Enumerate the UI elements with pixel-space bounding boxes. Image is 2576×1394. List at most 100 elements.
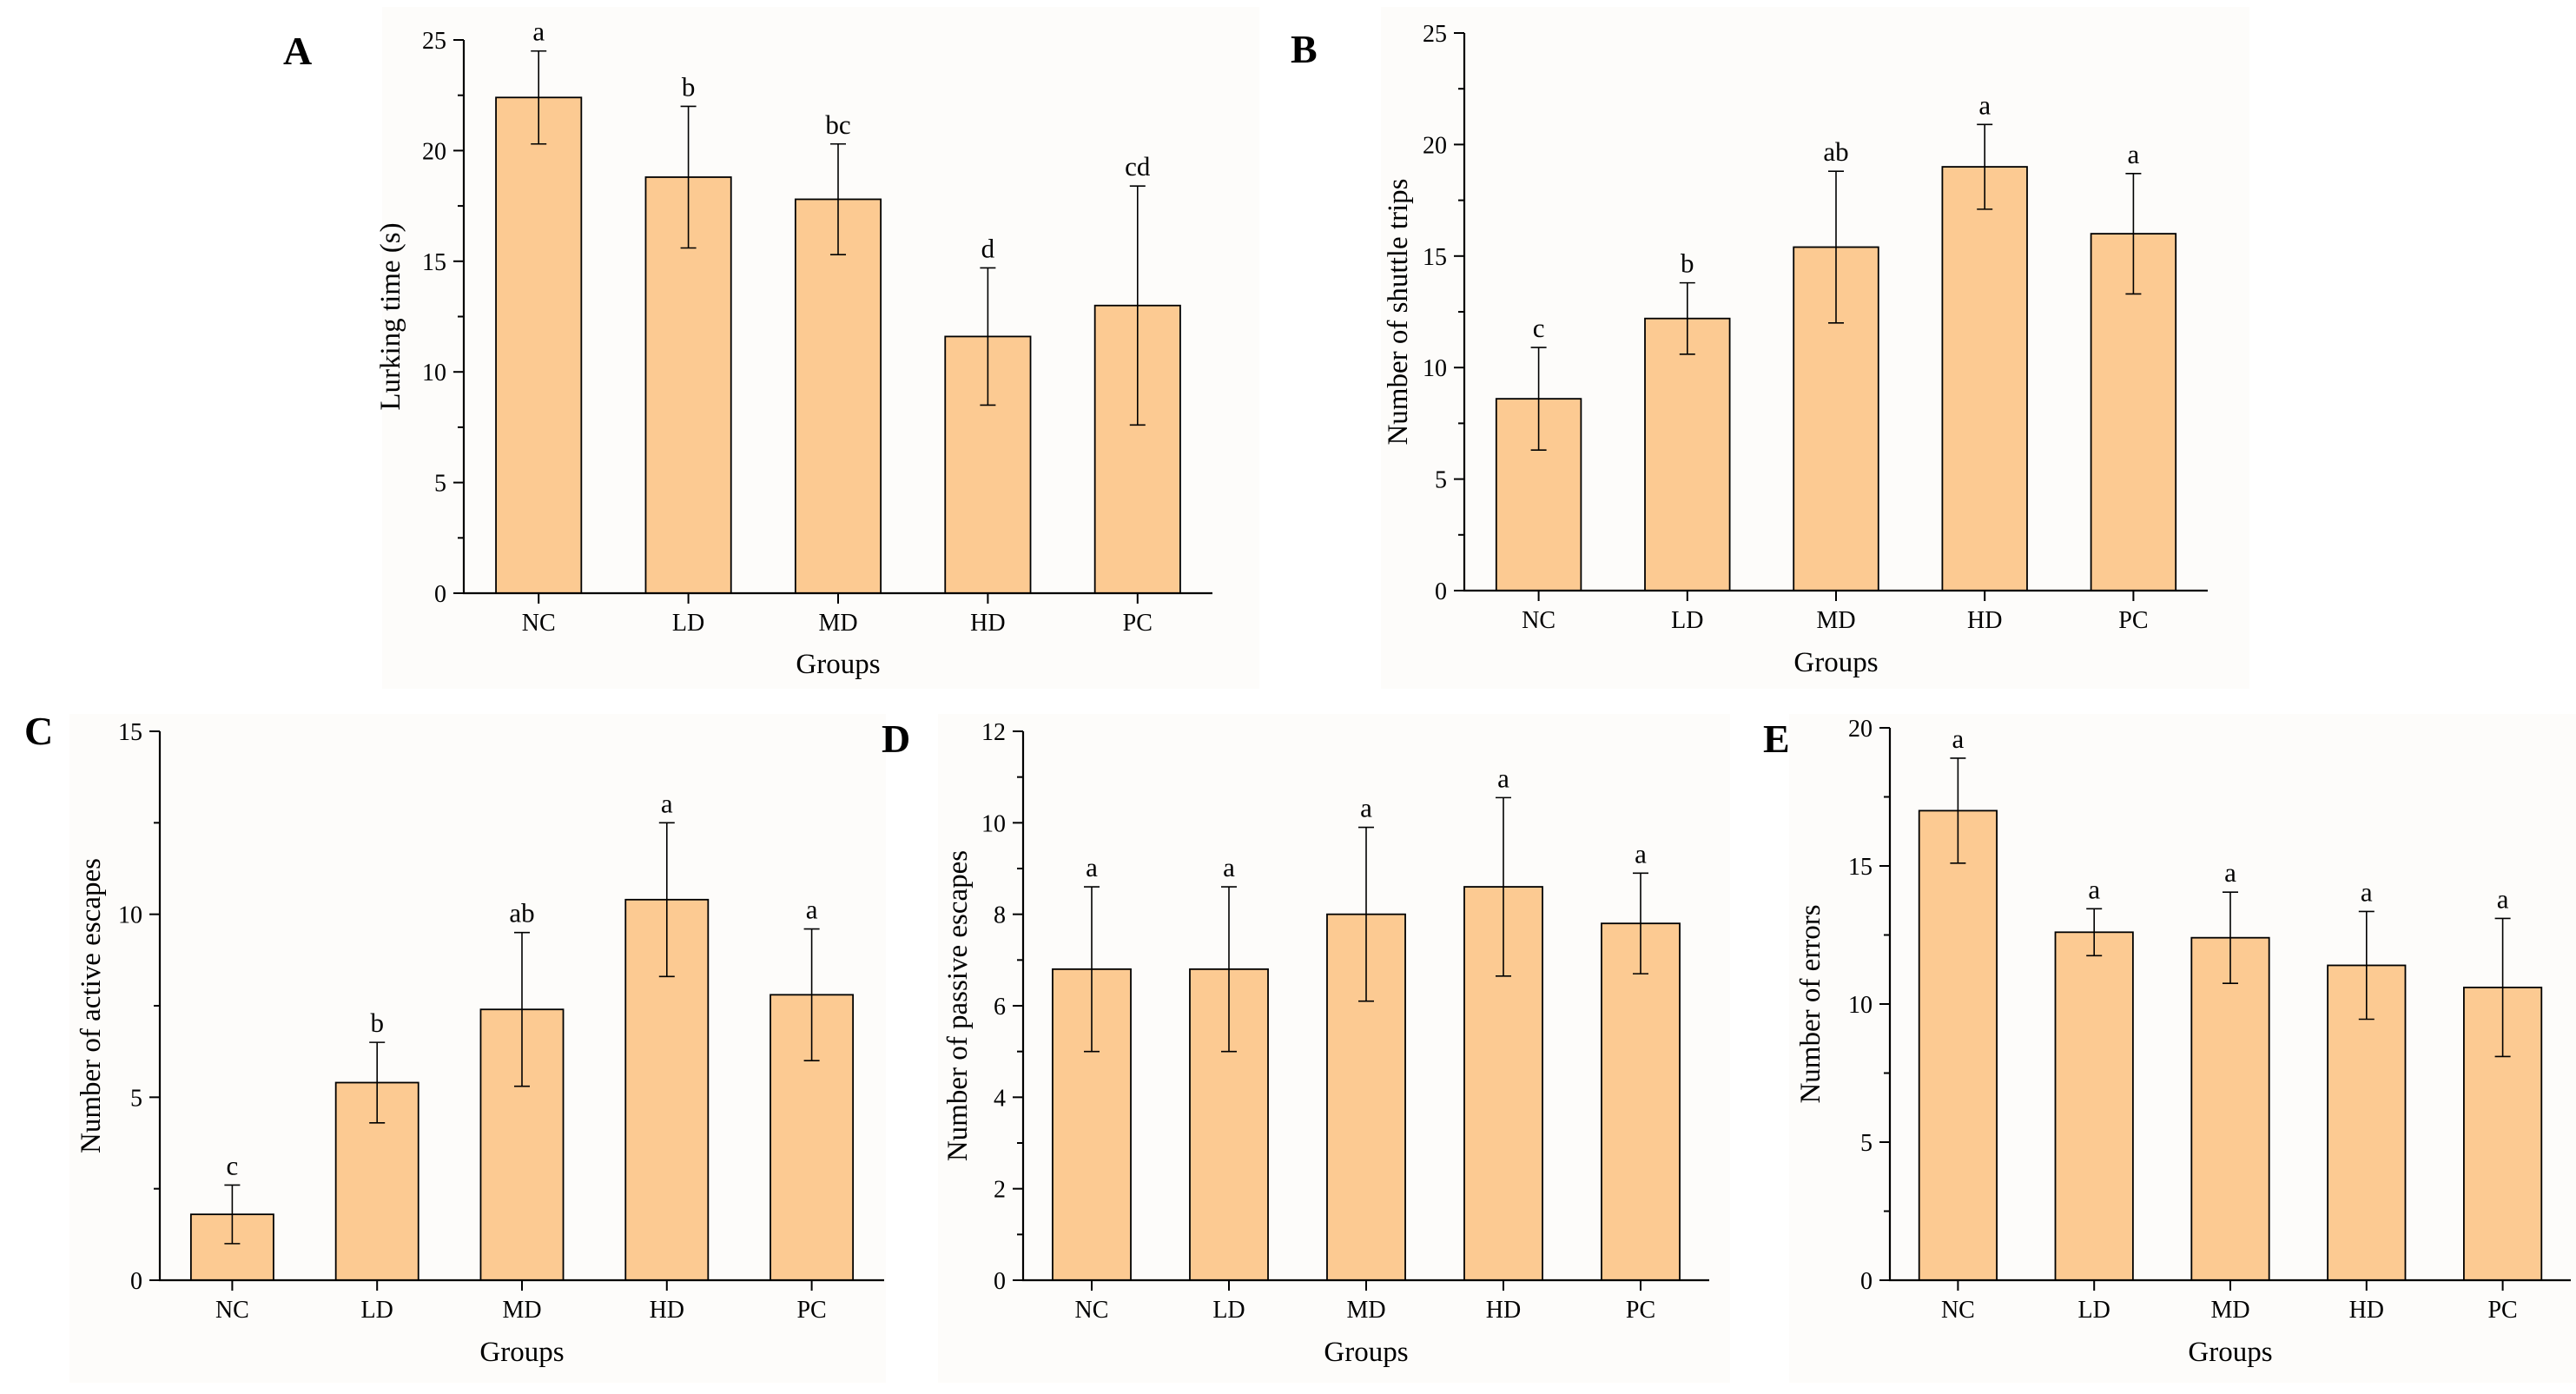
panel-a-error-bar-md bbox=[830, 142, 846, 255]
panel-e-y-tick-label: 15 bbox=[1848, 854, 1873, 881]
panel-b-error-bar-nc bbox=[1530, 347, 1547, 452]
panel-d-y-tick-label: 4 bbox=[994, 1085, 1006, 1112]
panel-a-bar-md bbox=[794, 198, 882, 594]
panel-a-y-tick-label: 20 bbox=[422, 138, 446, 165]
panel-d-y-tick-label: 8 bbox=[994, 902, 1006, 929]
panel-a-y-axis-title: Lurking time (s) bbox=[375, 222, 406, 410]
panel-d-x-axis-title: Groups bbox=[1324, 1337, 1408, 1368]
panel-b-significance-md: ab bbox=[1823, 136, 1848, 167]
panel-e-x-tick-label: LD bbox=[2078, 1297, 2110, 1324]
panel-c-significance-nc: c bbox=[227, 1150, 239, 1180]
panel-d-axes bbox=[1021, 731, 1709, 1282]
panel-d-letter: D bbox=[882, 717, 910, 761]
panel-a-letter: A bbox=[283, 29, 312, 73]
panel-b-x-tick-label: MD bbox=[1816, 607, 1855, 634]
panel-e-bar-ld bbox=[2054, 931, 2134, 1281]
panel-e-significance-nc: a bbox=[1952, 723, 1965, 754]
panel-b-y-tick-label: 20 bbox=[1423, 132, 1447, 159]
panel-a-error-bar-pc bbox=[1129, 185, 1146, 426]
panel-d-x-tick-label: PC bbox=[1626, 1297, 1655, 1324]
panel-e-y-tick-label: 0 bbox=[1860, 1268, 1873, 1295]
panel-c-y-axis-title: Number of active escapes bbox=[76, 858, 107, 1153]
panel-b-x-tick-label: LD bbox=[1671, 607, 1703, 634]
panel-b-bar-hd bbox=[1941, 166, 2028, 591]
panel-e-x-tick-label: MD bbox=[2210, 1297, 2249, 1324]
panel-a-significance-nc: a bbox=[532, 17, 545, 47]
panel-d-y-tick-label: 0 bbox=[994, 1268, 1006, 1295]
panel-a-x-tick-label: HD bbox=[970, 610, 1005, 637]
panel-b-bar-ld bbox=[1644, 317, 1731, 591]
panel-c-y-tick-label: 5 bbox=[130, 1085, 142, 1112]
panel-b-x-tick-label: PC bbox=[2118, 607, 2148, 634]
panel-e-y-tick-label: 20 bbox=[1848, 716, 1873, 743]
panel-b-y-tick-label: 0 bbox=[1435, 578, 1447, 605]
panel-d-significance-nc: a bbox=[1086, 852, 1098, 882]
panel-b: c NC b LD ab MD a HD a PC 0 5 10 15 20 25 Number of shut… bbox=[1291, 7, 2249, 689]
panel-c-axes bbox=[158, 731, 884, 1282]
panel-c-error-bar-ld bbox=[369, 1041, 386, 1124]
panel-a-axes bbox=[462, 40, 1212, 595]
panel-e-x-tick-label: HD bbox=[2349, 1297, 2384, 1324]
panel-e-y-axis-title: Number of errors bbox=[1795, 904, 1826, 1103]
panel-e-error-bar-hd bbox=[2358, 910, 2375, 1021]
panel-a-bar-nc bbox=[495, 96, 583, 594]
panel-e-axes bbox=[1888, 728, 2571, 1282]
panel-b-significance-ld: b bbox=[1681, 248, 1694, 279]
panel-d-bar-pc bbox=[1601, 922, 1681, 1281]
panel-e-error-bar-ld bbox=[2086, 908, 2103, 957]
panel-d-x-tick-label: MD bbox=[1346, 1297, 1385, 1324]
panel-b-letter: B bbox=[1291, 27, 1318, 71]
panel-b-y-tick-label: 5 bbox=[1435, 467, 1447, 494]
panel-e-error-bar-nc bbox=[1950, 757, 1966, 864]
panel-d: a NC a LD a MD a HD a PC 0 2 4 6 8 10 12 Number of passiv… bbox=[882, 714, 1730, 1383]
panel-e-letter: E bbox=[1763, 717, 1790, 761]
panel-e-significance-hd: a bbox=[2361, 876, 2373, 907]
panel-d-error-bar-pc bbox=[1633, 872, 1648, 974]
panel-a-error-bar-hd bbox=[980, 267, 996, 406]
panel-d-x-tick-label: NC bbox=[1075, 1297, 1109, 1324]
panel-a-significance-ld: b bbox=[682, 71, 696, 102]
panel-b-y-tick-label: 10 bbox=[1423, 355, 1447, 382]
panel-c-x-tick-label: MD bbox=[502, 1297, 541, 1324]
panel-c-error-bar-nc bbox=[224, 1184, 241, 1245]
panel-d-error-bar-md bbox=[1358, 826, 1374, 1002]
panel-b-y-tick-label: 15 bbox=[1423, 244, 1447, 271]
panel-e-background bbox=[1789, 714, 2576, 1383]
panel-a-y-tick-label: 0 bbox=[434, 581, 446, 608]
panel-e-x-tick-label: NC bbox=[1941, 1297, 1975, 1324]
panel-c-error-bar-pc bbox=[803, 928, 820, 1061]
panel-e-y-tick-label: 10 bbox=[1848, 992, 1873, 1019]
panel-d-significance-ld: a bbox=[1223, 852, 1235, 882]
panel-e-y-tick-label: 5 bbox=[1860, 1130, 1873, 1157]
panel-c-x-tick-label: HD bbox=[650, 1297, 684, 1324]
panel-b-x-tick-label: HD bbox=[1967, 607, 2002, 634]
panel-b-error-bar-pc bbox=[2125, 172, 2142, 295]
panel-a-significance-hd: d bbox=[981, 233, 995, 263]
panel-e-error-bar-md bbox=[2223, 891, 2238, 984]
panel-a-error-bar-ld bbox=[680, 105, 697, 249]
panel-c-error-bar-md bbox=[514, 931, 530, 1087]
panel-a-x-axis-title: Groups bbox=[796, 649, 880, 680]
panel-a-y-tick-label: 15 bbox=[422, 249, 446, 276]
panel-a-y-tick-label: 5 bbox=[434, 471, 446, 498]
panel-b-error-bar-ld bbox=[1679, 281, 1695, 355]
panel-c-x-tick-label: LD bbox=[361, 1297, 393, 1324]
panel-b-x-axis-title: Groups bbox=[1793, 647, 1878, 678]
panel-e: a NC a LD a MD a HD a PC 0 5 10 15 20 Number of errors G… bbox=[1763, 714, 2576, 1383]
panel-a-error-bar-nc bbox=[531, 50, 547, 145]
panel-b-significance-hd: a bbox=[1978, 89, 1991, 120]
panel-e-significance-md: a bbox=[2224, 857, 2236, 888]
panel-e-bar-md bbox=[2190, 936, 2270, 1281]
panel-c-y-tick-label: 0 bbox=[130, 1268, 142, 1295]
panel-b-axes bbox=[1463, 33, 2208, 592]
panel-d-significance-pc: a bbox=[1635, 838, 1647, 869]
panel-b-x-tick-label: NC bbox=[1522, 607, 1556, 634]
panel-c-significance-hd: a bbox=[661, 788, 673, 818]
panel-d-x-tick-label: HD bbox=[1486, 1297, 1521, 1324]
panel-e-error-bar-pc bbox=[2494, 917, 2511, 1058]
panel-b-y-axis-title: Number of shuttle trips bbox=[1383, 178, 1414, 445]
panel-c-letter: C bbox=[24, 709, 53, 753]
panel-d-y-tick-label: 12 bbox=[981, 719, 1006, 746]
panel-e-x-axis-title: Groups bbox=[2188, 1337, 2272, 1368]
